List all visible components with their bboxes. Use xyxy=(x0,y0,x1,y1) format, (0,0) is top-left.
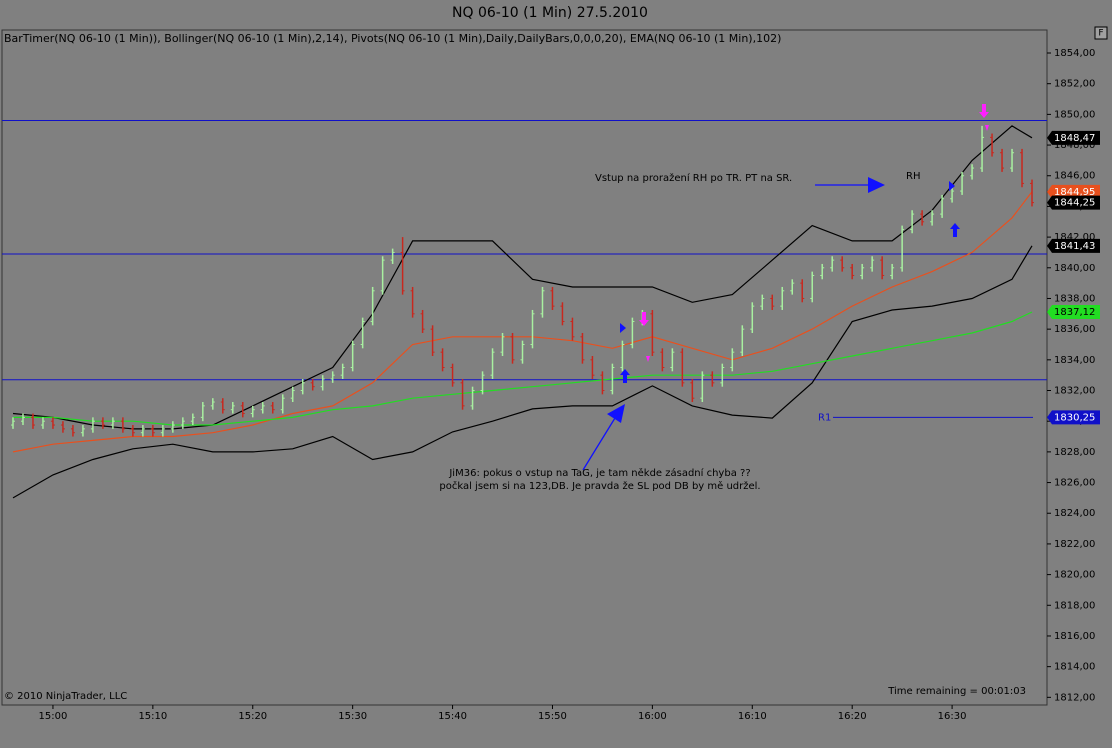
y-tick-label: 1842,00 xyxy=(1054,232,1095,243)
price-marker-label: 1841,43 xyxy=(1054,241,1095,252)
arrow xyxy=(582,417,616,471)
y-tick-label: 1820,00 xyxy=(1054,570,1095,581)
x-tick-label: 15:40 xyxy=(438,711,467,722)
x-tick-label: 16:30 xyxy=(938,711,967,722)
signal xyxy=(620,323,626,333)
y-tick-label: 1848,00 xyxy=(1054,140,1095,151)
x-tick-label: 15:50 xyxy=(538,711,567,722)
y-tick-label: 1812,00 xyxy=(1054,692,1095,703)
x-tick-label: 16:10 xyxy=(738,711,767,722)
annotation: počkal jsem si na 123,DB. Je pravda že S… xyxy=(439,480,760,492)
x-tick-label: 16:00 xyxy=(638,711,667,722)
f-button[interactable] xyxy=(1094,26,1108,40)
annotation: RH xyxy=(906,171,920,182)
y-tick-label: 1822,00 xyxy=(1054,539,1095,550)
price-marker xyxy=(1047,410,1100,425)
indicator-line xyxy=(13,311,1033,426)
y-tick-label: 1850,00 xyxy=(1054,109,1095,120)
y-tick-label: 1838,00 xyxy=(1054,293,1095,304)
time-remaining: Time remaining = 00:01:03 xyxy=(887,686,1026,697)
indicator-list: BarTimer(NQ 06-10 (1 Min)), Bollinger(NQ… xyxy=(4,32,781,45)
y-tick-label: 1826,00 xyxy=(1054,478,1095,489)
signal xyxy=(949,181,955,191)
y-tick-label: 1828,00 xyxy=(1054,447,1095,458)
annotation-arrows xyxy=(582,104,989,471)
price-marker xyxy=(1047,184,1100,199)
chart-title: NQ 06-10 (1 Min) 27.5.2010 xyxy=(452,5,648,21)
y-tick-label: 1832,00 xyxy=(1054,386,1095,397)
y-tick-label: 1854,00 xyxy=(1054,48,1095,59)
y-tick-label: 1836,00 xyxy=(1054,324,1095,335)
plot: R1 xyxy=(2,120,1047,499)
arrow-head xyxy=(868,177,885,193)
y-tick-label: 1818,00 xyxy=(1054,600,1095,611)
signal xyxy=(985,125,989,131)
annotation: Vstup na proražení RH po TR. PT na SR. xyxy=(595,172,792,184)
price-marker xyxy=(1047,304,1100,319)
y-tick-label: 1852,00 xyxy=(1054,79,1095,90)
y-tick-label: 1846,00 xyxy=(1054,171,1095,182)
signal xyxy=(979,104,989,118)
signal xyxy=(639,312,649,326)
price-marker xyxy=(1047,238,1100,253)
indicator-line xyxy=(12,125,1033,430)
indicator-line xyxy=(12,245,1033,499)
price-marker xyxy=(1047,195,1100,210)
x-tick-label: 16:20 xyxy=(838,711,867,722)
x-tick-label: 15:00 xyxy=(39,711,68,722)
x-tick-label: 15:30 xyxy=(338,711,367,722)
y-tick-label: 1814,00 xyxy=(1054,662,1095,673)
price-marker-label: 1844,25 xyxy=(1054,198,1095,209)
price-marker-label: 1830,25 xyxy=(1054,412,1095,423)
y-tick-label: 1816,00 xyxy=(1054,631,1095,642)
copyright: © 2010 NinjaTrader, LLC xyxy=(4,691,127,702)
price-marker-label: 1848,47 xyxy=(1054,133,1095,144)
annotation: JiM36: pokus o vstup na TaG, je tam někd… xyxy=(448,467,750,479)
price-marker xyxy=(1047,130,1100,145)
signal xyxy=(950,223,960,237)
signal xyxy=(620,369,630,383)
signal xyxy=(646,356,650,362)
y-tick-label: 1824,00 xyxy=(1054,508,1095,519)
price-marker-label: 1837,12 xyxy=(1054,307,1095,318)
y-tick-label: 1834,00 xyxy=(1054,355,1095,366)
price-marker-label: 1844,95 xyxy=(1054,187,1095,198)
x-tick-label: 15:20 xyxy=(238,711,267,722)
y-tick-label: 1840,00 xyxy=(1054,263,1095,274)
x-tick-label: 15:10 xyxy=(138,711,167,722)
arrow-head xyxy=(607,404,625,423)
pivot-label: R1 xyxy=(818,412,831,423)
f-button-label[interactable]: F xyxy=(1098,29,1103,39)
plot-frame xyxy=(1,29,1048,706)
